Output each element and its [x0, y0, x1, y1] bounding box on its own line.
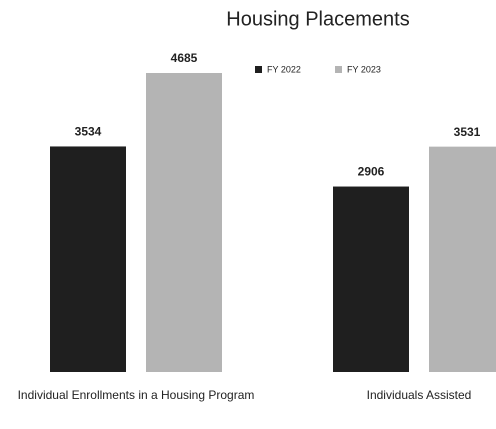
category-label: Individual Enrollments in a Housing Prog…: [17, 388, 255, 402]
bar: [146, 73, 222, 372]
bar: [50, 146, 126, 372]
data-label: 3531: [454, 125, 481, 139]
bar: [429, 146, 496, 372]
data-label: 2906: [358, 165, 385, 179]
chart-title: Housing Placements: [226, 8, 409, 30]
legend-label: FY 2022: [267, 64, 301, 74]
data-label: 3534: [75, 125, 102, 139]
bar: [333, 186, 409, 372]
legend-label: FY 2023: [347, 64, 381, 74]
legend-swatch: [255, 66, 262, 73]
category-label: Individuals Assisted: [366, 388, 472, 402]
legend-swatch: [335, 66, 342, 73]
data-label: 4685: [171, 51, 198, 65]
